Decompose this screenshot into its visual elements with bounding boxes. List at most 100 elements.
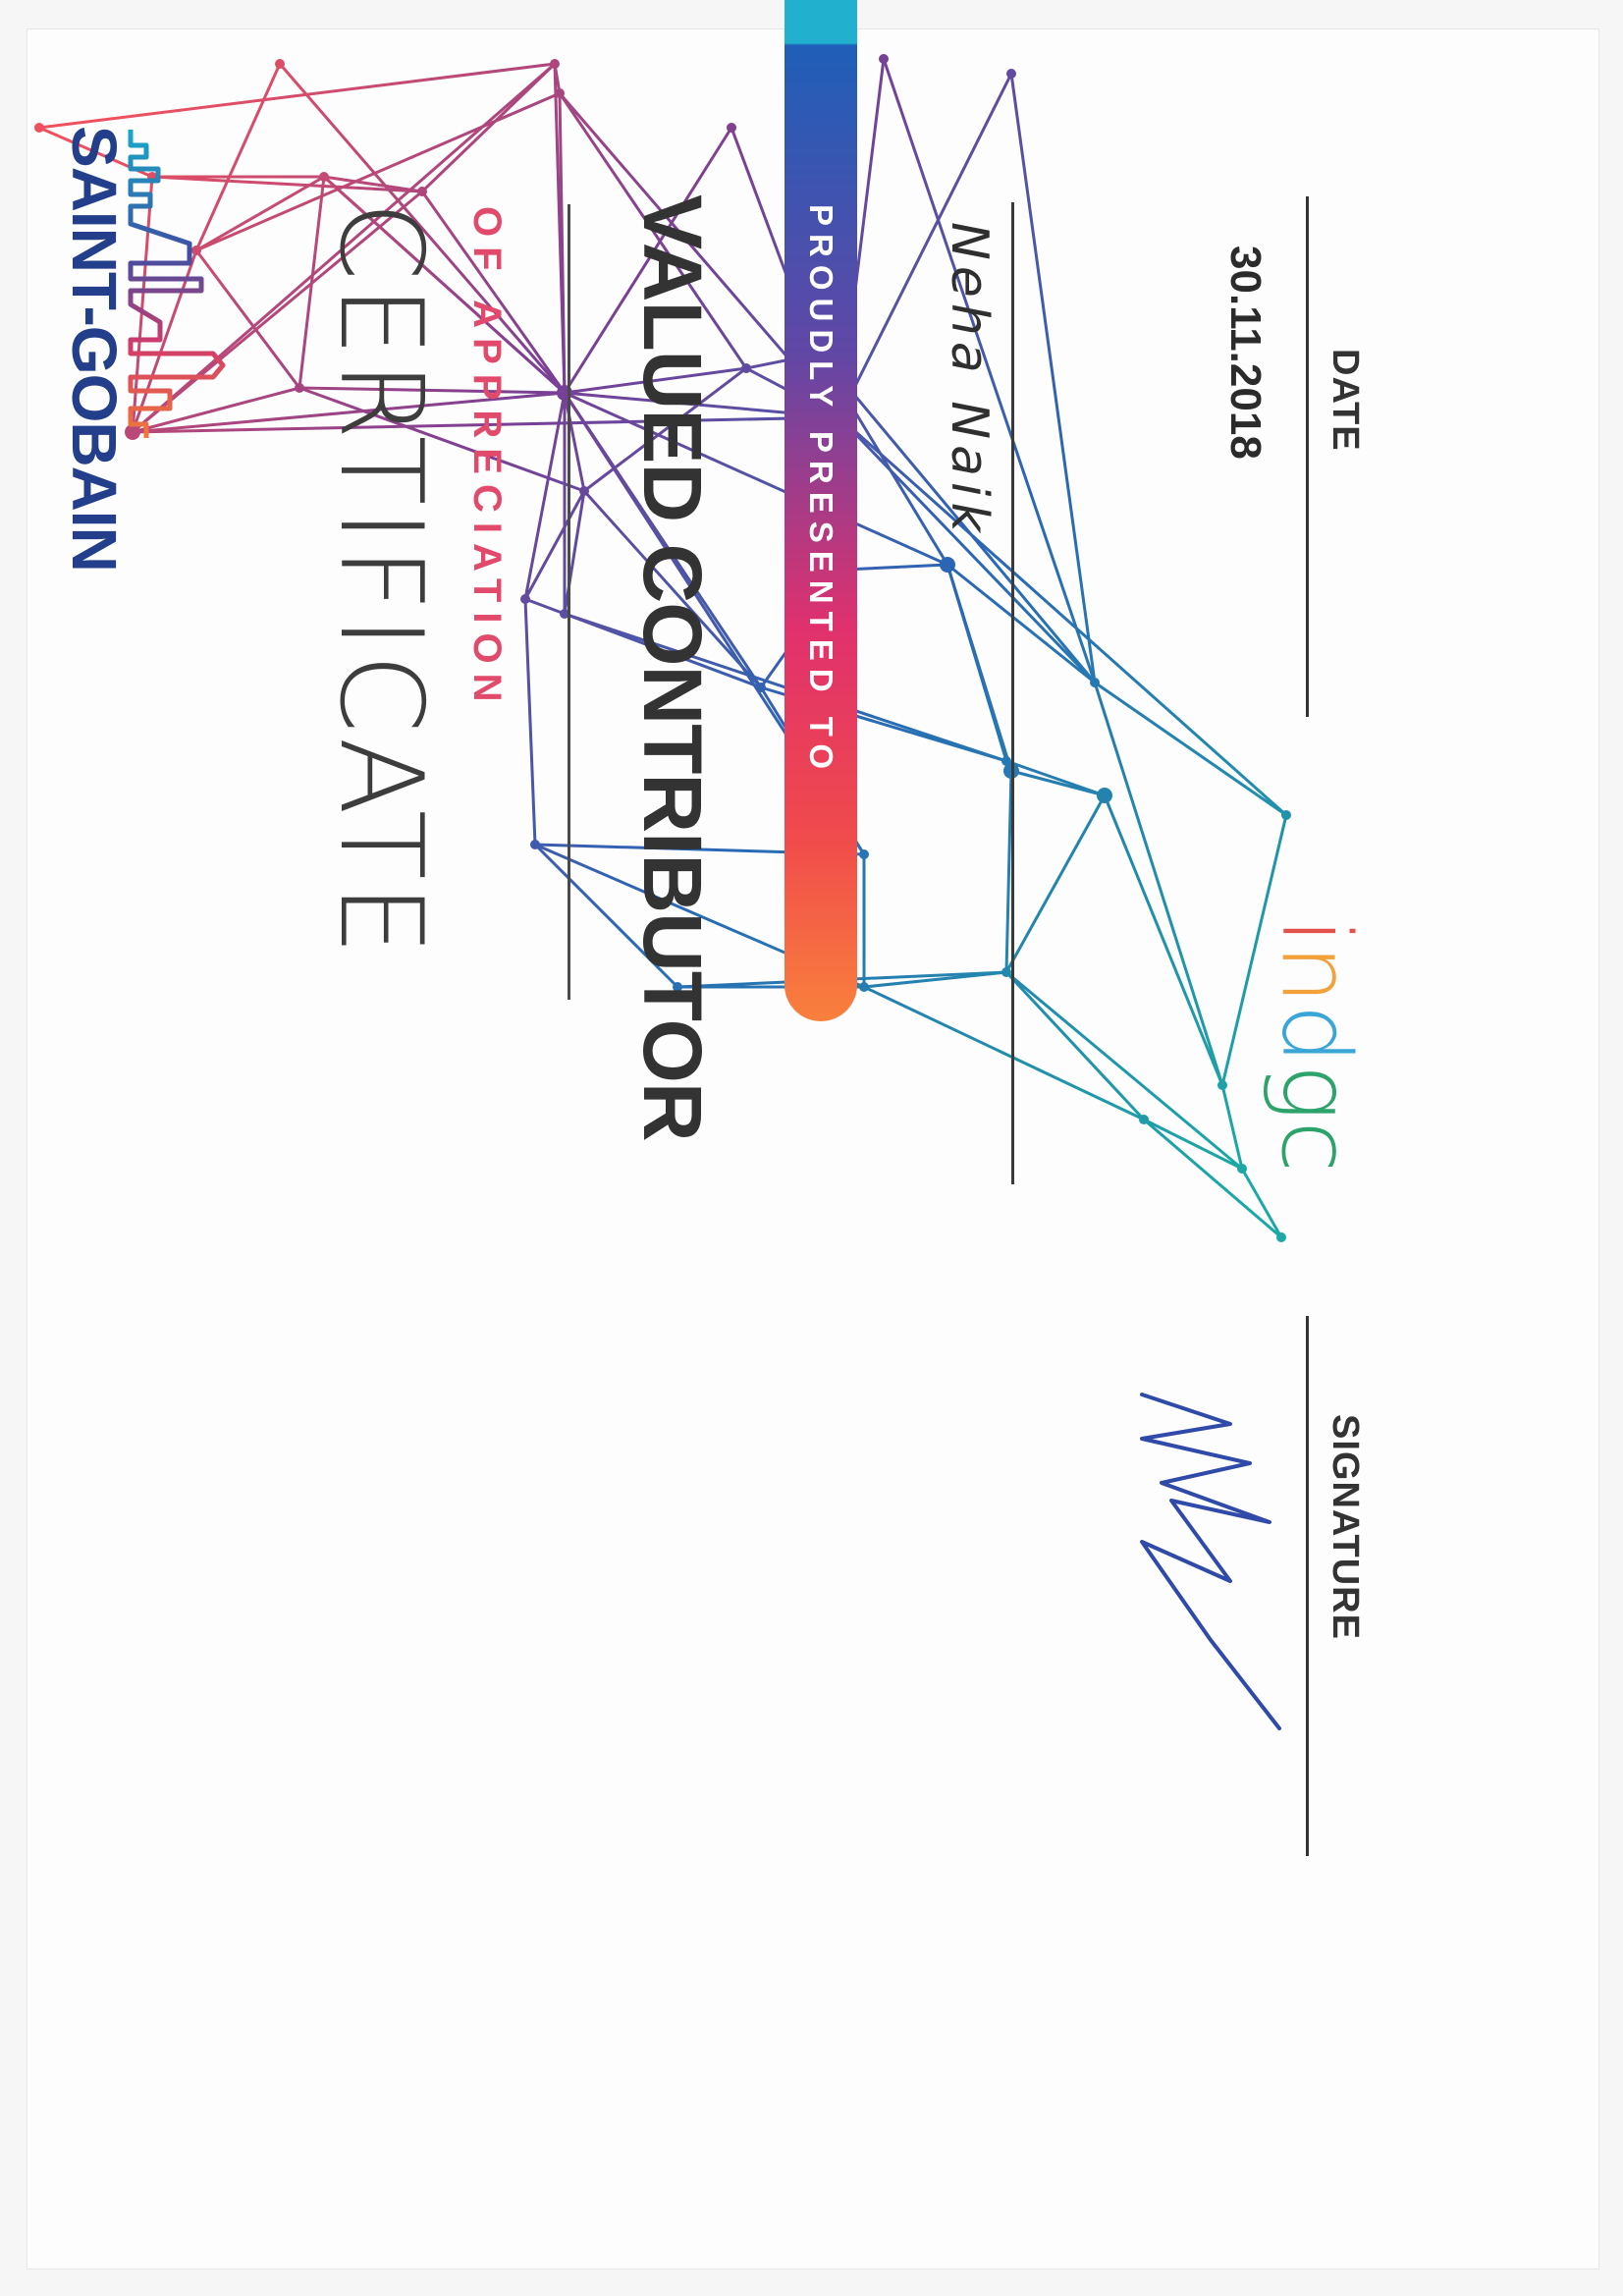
network-line xyxy=(564,366,747,395)
network-node xyxy=(859,849,869,859)
network-line xyxy=(1010,769,1106,797)
network-line xyxy=(947,563,1096,684)
network-node xyxy=(1237,1164,1247,1174)
brand-logo: SAINT-GOBAIN xyxy=(59,126,229,715)
network-line xyxy=(863,985,1145,1121)
program-logo: indgc xyxy=(1262,918,1360,1173)
network-line xyxy=(420,62,557,193)
building-skyline-logo-icon xyxy=(128,130,226,438)
network-line xyxy=(1143,1118,1282,1239)
network-line xyxy=(838,73,1013,418)
signature-line xyxy=(1306,1316,1309,1856)
network-line xyxy=(1220,1084,1244,1170)
network-node xyxy=(1001,967,1011,977)
network-line xyxy=(1220,814,1288,1086)
network-line xyxy=(563,127,733,394)
network-node xyxy=(555,88,565,98)
network-line xyxy=(1093,682,1224,1086)
network-line xyxy=(946,564,1013,772)
network-node xyxy=(275,59,285,69)
date-line xyxy=(1306,196,1309,717)
network-node xyxy=(1281,810,1291,820)
network-line xyxy=(195,91,561,252)
network-line xyxy=(194,249,301,389)
date-value: 30.11.2018 xyxy=(1221,246,1270,460)
network-line xyxy=(298,386,566,395)
network-node xyxy=(879,54,889,64)
network-node xyxy=(520,594,530,604)
network-line xyxy=(1004,770,1013,973)
network-line xyxy=(278,63,567,394)
award-title: VALUED CONTRIBUTOR xyxy=(626,194,719,1141)
network-line xyxy=(132,386,300,434)
network-node xyxy=(560,609,569,619)
recipient-underline xyxy=(1011,202,1014,1184)
network-line xyxy=(322,175,567,395)
network-line xyxy=(838,415,1097,684)
network-line xyxy=(1005,970,1243,1171)
handwritten-signature xyxy=(1140,1393,1281,1730)
network-line xyxy=(558,92,567,394)
network-line xyxy=(1009,73,1097,683)
network-node xyxy=(940,557,955,573)
network-node xyxy=(319,172,329,182)
network-line xyxy=(194,63,282,251)
network-node xyxy=(673,982,682,992)
network-node xyxy=(295,383,304,393)
network-line xyxy=(1103,794,1224,1086)
network-node xyxy=(125,424,140,440)
recipient-name: Neha Naik xyxy=(940,222,999,538)
network-node xyxy=(1006,69,1016,79)
network-node xyxy=(417,187,427,196)
network-line xyxy=(1094,681,1287,817)
network-line xyxy=(524,597,566,616)
network-line xyxy=(818,353,1097,683)
network-line xyxy=(839,415,1287,817)
date-label: DATE xyxy=(1325,349,1366,452)
network-line xyxy=(132,190,423,434)
network-node xyxy=(741,363,751,373)
network-line xyxy=(132,415,840,434)
network-line xyxy=(582,489,763,689)
network-line xyxy=(563,392,763,688)
network-node xyxy=(756,683,766,692)
network-node xyxy=(191,246,201,255)
network-node xyxy=(530,840,540,849)
network-line xyxy=(298,386,585,493)
network-node xyxy=(1139,1115,1149,1124)
network-line xyxy=(553,63,562,94)
network-node xyxy=(727,123,736,133)
network-line xyxy=(420,191,567,394)
brand-name: SAINT-GOBAIN xyxy=(59,126,130,572)
network-node xyxy=(34,123,44,133)
network-line xyxy=(132,391,566,434)
network-node xyxy=(1097,788,1112,803)
network-node xyxy=(550,59,560,69)
network-node xyxy=(1217,1080,1227,1090)
certificate-title: CERTIFICATE xyxy=(314,201,447,959)
network-line xyxy=(523,598,537,846)
program-logo-text: indgc xyxy=(1262,918,1360,1173)
network-line xyxy=(1143,1118,1243,1171)
network-node xyxy=(859,982,869,992)
network-line xyxy=(882,58,1097,683)
network-line xyxy=(523,490,586,600)
network-line xyxy=(558,92,748,369)
network-line xyxy=(1240,1168,1283,1238)
network-line xyxy=(151,175,423,193)
network-line xyxy=(533,843,679,989)
network-line xyxy=(323,175,423,193)
signature-label: SIGNATURE xyxy=(1325,1414,1366,1640)
network-line xyxy=(523,392,567,600)
network-node xyxy=(1090,678,1100,687)
network-line xyxy=(583,366,747,493)
network-line xyxy=(298,176,326,389)
title-divider xyxy=(568,204,570,1000)
presented-to-label: PROUDLY PRESENTED TO xyxy=(803,204,839,777)
certificate-subtitle: OF APPRECIATION xyxy=(465,206,509,712)
network-line xyxy=(843,563,948,572)
network-line xyxy=(1004,970,1146,1121)
network-line xyxy=(38,62,556,130)
